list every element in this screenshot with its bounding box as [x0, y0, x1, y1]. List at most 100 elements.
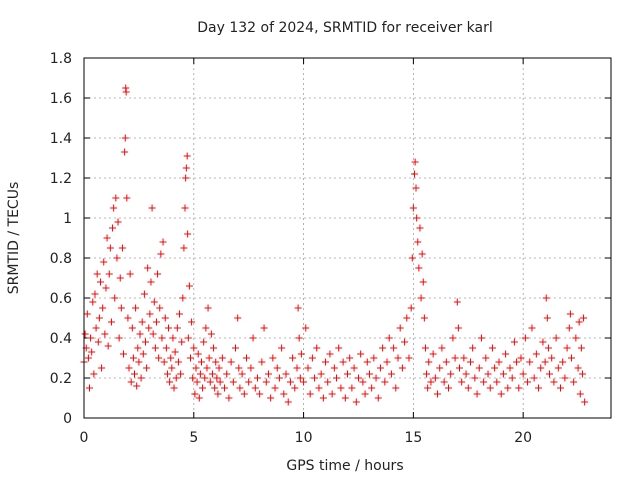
- data-point: [273, 364, 281, 372]
- data-point: [203, 364, 211, 372]
- data-point: [460, 354, 468, 362]
- data-point: [311, 374, 319, 382]
- data-point: [417, 294, 425, 302]
- x-tick-label: 0: [80, 430, 89, 446]
- data-point: [190, 344, 198, 352]
- data-point: [542, 294, 550, 302]
- data-point: [214, 390, 222, 398]
- y-tick-label: 0.4: [50, 331, 72, 347]
- data-point: [251, 384, 259, 392]
- data-point: [315, 384, 323, 392]
- data-point: [471, 374, 479, 382]
- data-point: [539, 338, 547, 346]
- x-axis-label: GPS time / hours: [286, 458, 403, 474]
- data-point: [141, 338, 149, 346]
- data-point: [114, 218, 122, 226]
- data-point: [372, 374, 380, 382]
- data-point: [499, 370, 507, 378]
- data-point: [333, 374, 341, 382]
- data-point: [458, 378, 466, 386]
- data-point: [379, 344, 387, 352]
- data-point: [249, 334, 257, 342]
- data-point: [413, 214, 421, 222]
- data-point: [570, 378, 578, 386]
- data-point: [346, 354, 354, 362]
- data-point: [284, 398, 292, 406]
- data-point: [416, 224, 424, 232]
- data-point: [580, 314, 588, 322]
- data-point: [567, 354, 575, 362]
- data-point: [427, 378, 435, 386]
- data-point: [204, 304, 212, 312]
- data-point: [280, 390, 288, 398]
- data-point: [173, 324, 181, 332]
- data-point: [215, 364, 223, 372]
- data-point: [556, 384, 564, 392]
- data-point: [100, 258, 108, 266]
- data-point: [286, 378, 294, 386]
- data-point: [83, 310, 91, 318]
- data-point: [578, 370, 586, 378]
- data-point: [218, 354, 226, 362]
- data-point: [267, 394, 275, 402]
- data-point: [502, 350, 510, 358]
- data-point: [464, 384, 472, 392]
- y-tick-label: 1: [63, 211, 72, 227]
- data-point: [411, 158, 419, 166]
- data-point: [110, 204, 118, 212]
- data-point: [149, 330, 157, 338]
- data-point: [296, 374, 304, 382]
- data-point: [473, 390, 481, 398]
- data-point: [106, 244, 114, 252]
- data-point: [482, 354, 490, 362]
- data-point: [112, 194, 120, 202]
- data-point: [429, 350, 437, 358]
- data-point: [361, 390, 369, 398]
- data-point: [357, 350, 365, 358]
- data-point: [242, 354, 250, 362]
- data-point: [89, 298, 97, 306]
- data-point: [247, 364, 255, 372]
- data-point: [193, 378, 201, 386]
- data-point: [434, 390, 442, 398]
- data-point: [91, 290, 99, 298]
- data-point: [407, 304, 415, 312]
- data-point: [559, 358, 567, 366]
- y-tick-label: 1.2: [50, 171, 72, 187]
- data-point: [216, 378, 224, 386]
- data-point: [475, 364, 483, 372]
- data-point: [158, 334, 166, 342]
- data-point: [519, 370, 527, 378]
- data-point: [394, 354, 402, 362]
- data-point: [171, 348, 179, 356]
- data-point: [202, 324, 210, 332]
- data-point: [210, 344, 218, 352]
- data-point: [418, 250, 426, 258]
- data-point: [99, 304, 107, 312]
- data-point: [221, 384, 229, 392]
- y-tick-label: 0.2: [50, 371, 72, 387]
- data-point: [245, 378, 253, 386]
- data-point: [133, 382, 141, 390]
- data-point: [208, 370, 216, 378]
- data-point: [84, 354, 92, 362]
- data-point: [236, 384, 244, 392]
- data-point: [264, 370, 272, 378]
- data-point: [484, 370, 492, 378]
- data-point: [154, 270, 162, 278]
- x-tick-label: 15: [404, 430, 422, 446]
- data-point: [293, 364, 301, 372]
- data-point: [122, 88, 130, 96]
- data-point: [188, 318, 196, 326]
- data-point: [398, 364, 406, 372]
- data-point: [291, 384, 299, 392]
- data-point: [330, 364, 338, 372]
- data-point: [550, 378, 558, 386]
- data-point: [174, 358, 182, 366]
- data-point: [563, 344, 571, 352]
- data-point: [256, 390, 264, 398]
- data-point: [196, 370, 204, 378]
- data-point: [225, 394, 233, 402]
- data-point: [530, 374, 538, 382]
